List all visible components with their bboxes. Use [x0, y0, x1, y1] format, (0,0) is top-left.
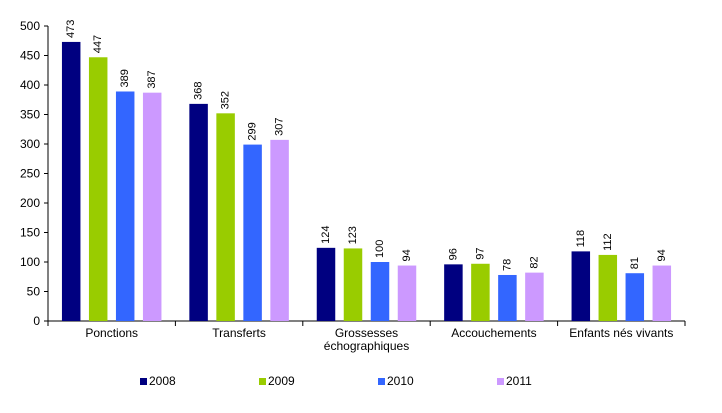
value-labels: 473 368 124 96 118 447 352 123 97 112 389 299 100 78 8…	[65, 20, 668, 271]
legend: 2008 2009 2010 2011	[140, 374, 532, 388]
data-label: 94	[656, 249, 668, 261]
x-tick-label: Ponctions	[85, 326, 138, 340]
bar-2011	[397, 265, 417, 321]
x-axis: Ponctions Transferts Grossesseséchographiq…	[47, 320, 686, 353]
legend-swatch-2011	[497, 378, 504, 385]
bar-2010	[625, 273, 645, 321]
legend-label: 2008	[149, 374, 176, 388]
legend-swatch-2009	[259, 378, 266, 385]
bar-2009	[598, 254, 618, 321]
data-label: 96	[447, 248, 459, 260]
data-label: 307	[274, 118, 286, 136]
y-tick-label: 150	[20, 226, 40, 240]
x-tick-label: Accouchements	[451, 326, 536, 340]
bar-2008	[571, 251, 591, 321]
x-tick-label: échographiques	[324, 339, 409, 353]
y-tick-label: 0	[33, 314, 40, 328]
legend-label: 2011	[506, 374, 532, 388]
data-label: 387	[146, 70, 158, 88]
data-label: 389	[119, 69, 131, 87]
bar-2008	[316, 247, 336, 321]
bars	[61, 41, 672, 322]
y-tick-label: 50	[27, 285, 41, 299]
y-tick-label: 250	[20, 167, 40, 181]
y-tick-label: 300	[20, 137, 40, 151]
y-axis: 0 50 100 150 200 250 300 350 400 450 500	[20, 19, 49, 328]
x-tick-label: Grossesses	[335, 326, 398, 340]
bar-2009	[471, 263, 490, 321]
data-label: 78	[501, 259, 513, 271]
bar-2011	[270, 139, 289, 321]
legend-label: 2009	[268, 374, 295, 388]
bar-2010	[115, 91, 135, 322]
data-label: 447	[92, 35, 104, 53]
y-tick-label: 350	[20, 108, 40, 122]
bar-2009	[88, 57, 108, 322]
bar-2011	[142, 92, 162, 321]
bar-2009	[343, 248, 363, 321]
data-label: 81	[629, 257, 641, 269]
y-tick-label: 100	[20, 255, 40, 269]
data-label: 352	[220, 91, 232, 109]
x-tick-label: Transferts	[212, 326, 266, 340]
data-label: 123	[347, 226, 359, 244]
y-tick-label: 500	[20, 19, 40, 33]
bar-2009	[216, 113, 235, 321]
bar-2008	[61, 41, 81, 322]
bar-2010	[498, 274, 517, 321]
data-label: 82	[528, 256, 540, 268]
bar-2008	[444, 264, 463, 321]
data-label: 124	[320, 225, 332, 243]
bar-2010	[370, 262, 390, 321]
bar-2010	[243, 144, 262, 321]
bar-2008	[189, 103, 208, 321]
data-label: 118	[575, 230, 587, 248]
data-label: 368	[193, 82, 205, 100]
data-label: 473	[65, 20, 77, 38]
data-label: 112	[602, 233, 614, 251]
data-label: 100	[374, 240, 386, 258]
legend-swatch-2010	[378, 378, 385, 385]
data-label: 94	[401, 249, 413, 261]
legend-label: 2010	[387, 374, 414, 388]
y-tick-label: 200	[20, 196, 40, 210]
data-label: 299	[247, 122, 259, 140]
bar-2011	[525, 272, 544, 321]
bar-2011	[652, 265, 672, 321]
legend-swatch-2008	[140, 378, 147, 385]
data-label: 97	[474, 248, 486, 260]
x-tick-label: Enfants nés vivants	[569, 326, 673, 340]
y-tick-label: 400	[20, 78, 40, 92]
y-tick-label: 450	[20, 49, 40, 63]
